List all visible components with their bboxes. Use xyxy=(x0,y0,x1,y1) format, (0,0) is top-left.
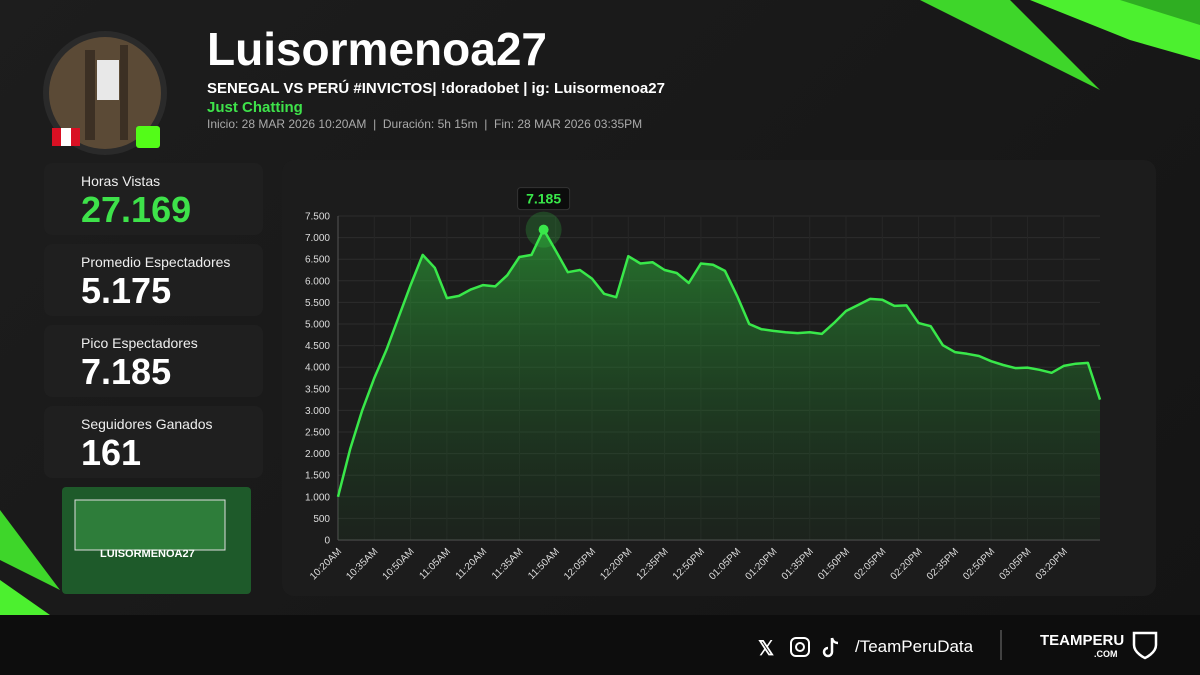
chart: 0 500 1.000 1.500 2.000 2.500 3.000 3.500 4.000 4… xyxy=(282,160,1156,596)
svg-text:𝕏: 𝕏 xyxy=(758,638,774,660)
thumbnail-label: LUISORMENOA27 xyxy=(100,548,195,560)
y-tick-label: 4.000 xyxy=(305,363,330,374)
stat-label: Pico Espectadores xyxy=(81,335,198,351)
stat-label: Promedio Espectadores xyxy=(81,254,231,270)
y-tick-label: 4.500 xyxy=(305,341,330,352)
stat-value: 5.175 xyxy=(81,270,172,311)
stat-label: Seguidores Ganados xyxy=(81,416,213,432)
y-tick-label: 3.500 xyxy=(305,384,330,395)
stat-label: Horas Vistas xyxy=(81,173,161,189)
meta-end: Fin: 28 MAR 2026 03:35PM xyxy=(494,117,643,131)
y-tick-label: 7.500 xyxy=(305,212,330,223)
streamer-name: Luisormenoa27 xyxy=(207,23,547,75)
y-tick-label: 1.500 xyxy=(305,471,330,482)
y-tick-label: 500 xyxy=(313,514,330,525)
footer-brand: TEAMPERU xyxy=(1040,632,1125,649)
area-fill xyxy=(338,229,1100,540)
meta-start: Inicio: 28 MAR 2026 10:20AM xyxy=(207,117,367,131)
stat-value: 7.185 xyxy=(81,351,172,392)
y-tick-label: 2.500 xyxy=(305,428,330,439)
y-tick-label: 5.500 xyxy=(305,298,330,309)
y-tick-label: 6.500 xyxy=(305,255,330,266)
y-tick-label: 2.000 xyxy=(305,449,330,460)
stat-card: Pico Espectadores 7.185 xyxy=(44,325,263,397)
line xyxy=(336,228,1102,498)
y-tick-label: 5.000 xyxy=(305,320,330,331)
peak-point xyxy=(538,224,549,235)
meta-duration: Duración: 5h 15m xyxy=(382,117,478,131)
stat-card: Promedio Espectadores 5.175 xyxy=(44,244,263,316)
y-tick-label: 0 xyxy=(324,536,330,547)
peak-label: 7.185 xyxy=(526,191,561,207)
stream-category: Just Chatting xyxy=(207,99,303,116)
peak-label-box xyxy=(517,187,571,211)
y-tick-label: 1.000 xyxy=(305,492,330,503)
stream-title: SENEGAL VS PERÚ #INVICTOS| !doradobet | … xyxy=(207,80,665,97)
y-tick-label: 6.000 xyxy=(305,276,330,287)
stat-value: 27.169 xyxy=(81,189,192,230)
footer-brand-suffix: .COM xyxy=(1094,649,1118,659)
stream-meta: Inicio: 28 MAR 2026 10:20AM | Duración: … xyxy=(207,117,643,131)
y-tick-label: 7.000 xyxy=(305,233,330,244)
stat-value: 161 xyxy=(81,432,142,473)
y-tick-label: 3.000 xyxy=(305,406,330,417)
footer-handle: /TeamPeruData xyxy=(855,637,974,656)
stat-card: Seguidores Ganados 161 xyxy=(44,406,263,478)
stat-card: Horas Vistas 27.169 xyxy=(44,163,263,235)
